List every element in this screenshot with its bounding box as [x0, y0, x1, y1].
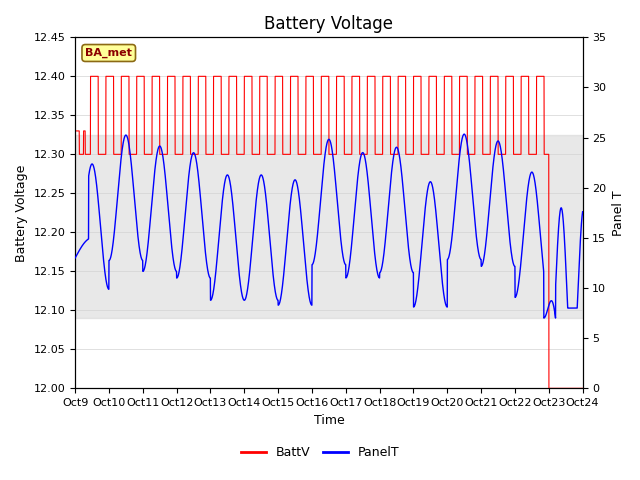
Title: Battery Voltage: Battery Voltage — [264, 15, 394, 33]
Y-axis label: Battery Voltage: Battery Voltage — [15, 164, 28, 262]
Legend: BattV, PanelT: BattV, PanelT — [236, 441, 404, 464]
X-axis label: Time: Time — [314, 414, 344, 427]
Text: BA_met: BA_met — [85, 48, 132, 58]
Bar — [75, 135, 582, 318]
Y-axis label: Panel T: Panel T — [612, 190, 625, 236]
